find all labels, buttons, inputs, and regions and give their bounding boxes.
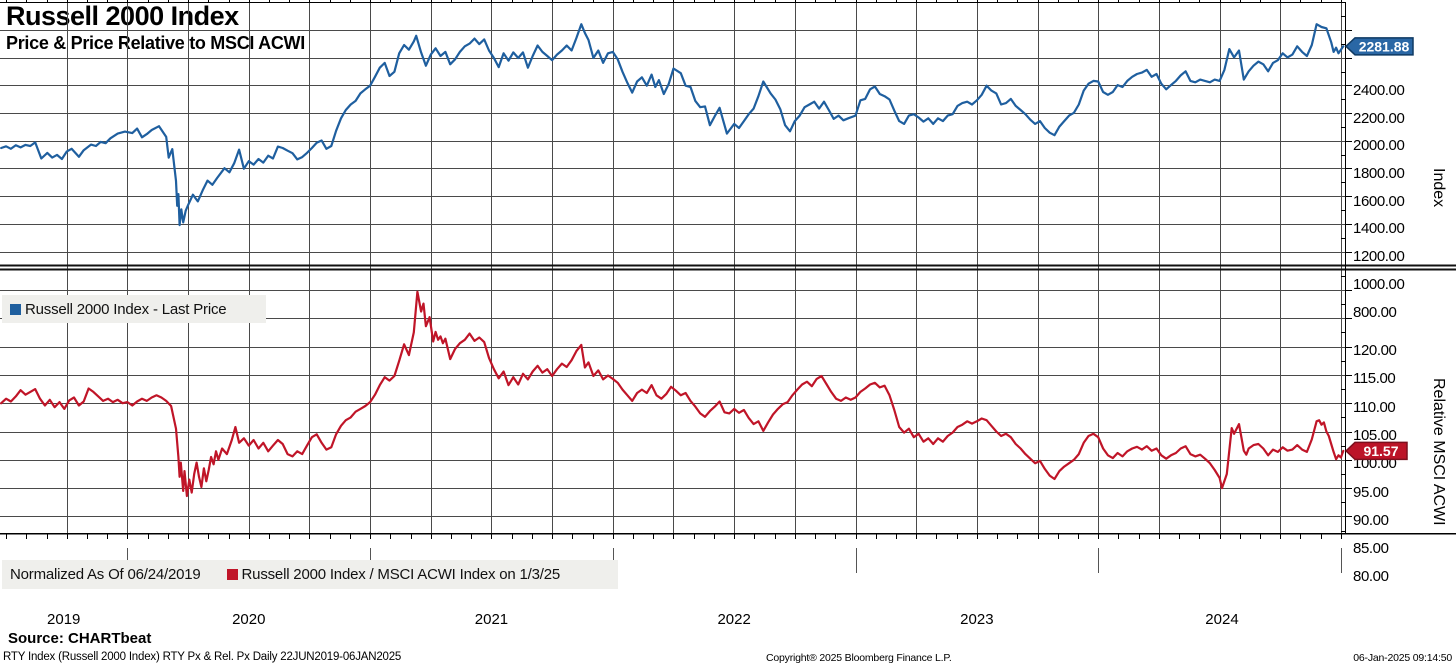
last-price-badge-relative[interactable]	[1344, 441, 1408, 461]
x-tick-label-year: 2023	[960, 611, 994, 628]
y-tick-label-bottom: 105.00	[1353, 426, 1397, 444]
y-tick-label-bottom: 115.00	[1353, 370, 1396, 388]
y-tick-label-bottom: 120.00	[1353, 342, 1397, 359]
last-price-badge-relative-value: 91.57	[1363, 443, 1398, 459]
y-tick-label-top: 800.00	[1353, 303, 1397, 321]
legend-bottom-panel[interactable]: Normalized As Of 06/24/2019 Russell 2000…	[2, 560, 618, 589]
legend-top-panel[interactable]: Russell 2000 Index - Last Price	[2, 295, 266, 323]
x-tick-label-year: 2024	[1205, 611, 1239, 628]
x-tick-label-year: 2020	[232, 611, 266, 628]
source-label: Source: CHARTbeat	[8, 630, 152, 647]
x-tick-label-year: 2022	[717, 611, 751, 628]
russell-2000-price-line	[0, 23, 1345, 227]
page-subtitle: Price & Price Relative to MSCI ACWI	[6, 33, 305, 53]
page-title: Russell 2000 Index	[6, 1, 239, 31]
y-tick-label-top: 2400.00	[1353, 82, 1405, 99]
russell-series-swatch-icon	[10, 303, 21, 315]
y-tick-label-top: 2000.00	[1353, 137, 1405, 155]
last-price-badge-russell[interactable]	[1344, 37, 1414, 56]
y-tick-label-bottom: 95.00	[1353, 483, 1389, 501]
y-tick-label-bottom: 90.00	[1353, 511, 1389, 529]
y-tick-label-bottom: 80.00	[1353, 568, 1389, 586]
normalized-note: Normalized As Of 06/24/2019	[10, 566, 201, 583]
y-axis-title-relative: Relative MSCI ACWI	[1430, 378, 1447, 526]
timestamp-label: 06-Jan-2025 09:14:50	[1353, 652, 1452, 664]
y-tick-label-top: 1600.00	[1353, 192, 1405, 210]
y-tick-label-top: 1000.00	[1353, 275, 1405, 293]
x-tick-label-year: 2019	[47, 611, 81, 628]
relative-series-swatch-icon	[226, 569, 238, 580]
y-tick-label-bottom: 85.00	[1353, 540, 1389, 558]
last-price-badge-russell-value: 2281.88	[1359, 38, 1410, 54]
copyright-label: Copyright® 2025 Bloomberg Finance L.P.	[766, 652, 952, 664]
y-tick-label-top: 1400.00	[1353, 220, 1405, 238]
y-tick-label-top: 1200.00	[1353, 248, 1405, 266]
y-tick-label-top: 1800.00	[1353, 165, 1405, 183]
relative-msci-acwi-line	[0, 290, 1345, 498]
price-chart-canvas[interactable]: 2281.88 91.57	[0, 0, 1456, 606]
ticker-details-label: RTY Index (Russell 2000 Index) RTY Px & …	[3, 651, 402, 663]
x-tick-label-year: 2021	[474, 611, 509, 628]
y-axis-title-index: Index	[1430, 168, 1447, 208]
legend-top-label: Russell 2000 Index - Last Price	[25, 300, 227, 318]
y-tick-label-bottom: 110.00	[1353, 398, 1396, 416]
legend-bottom-label: Russell 2000 Index / MSCI ACWI Index on …	[241, 566, 561, 583]
y-tick-label-top: 2200.00	[1353, 109, 1405, 127]
